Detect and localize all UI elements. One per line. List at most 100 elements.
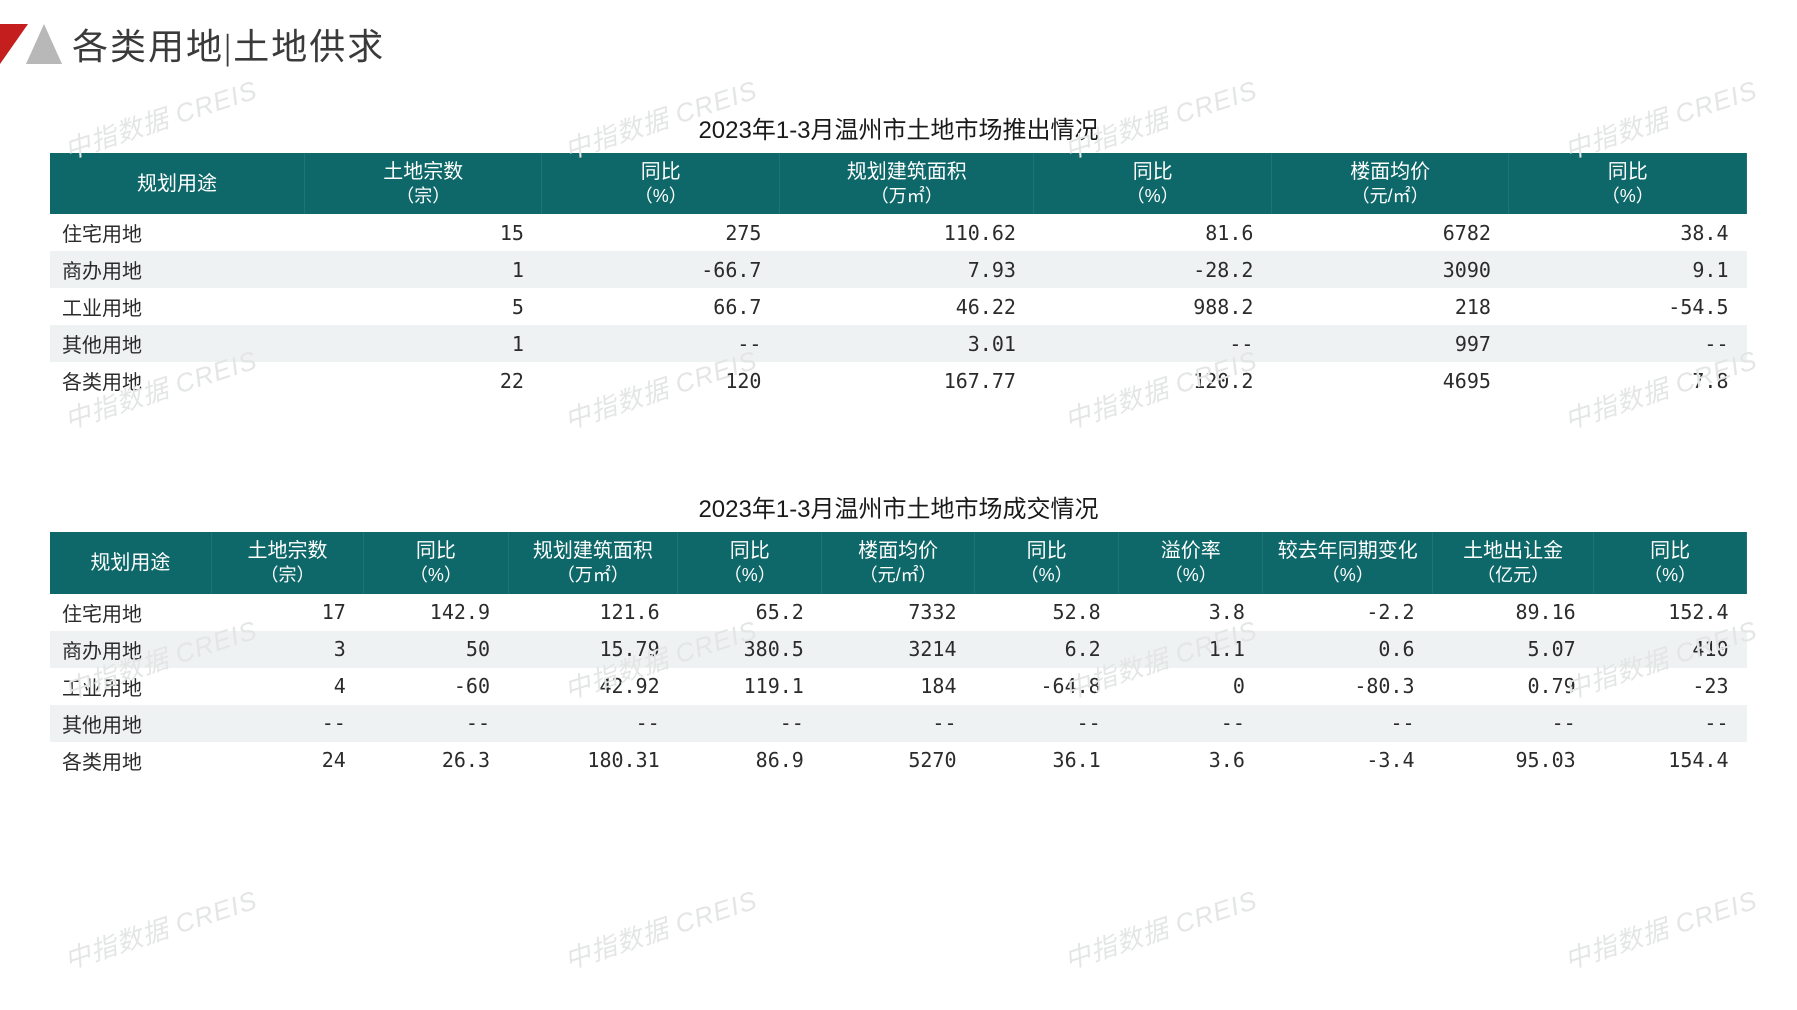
table-cell: -- xyxy=(1263,705,1433,742)
column-header: 规划用途 xyxy=(50,532,211,593)
table-cell: 81.6 xyxy=(1034,214,1272,251)
column-header-line2: （%） xyxy=(684,564,815,587)
column-header-line1: 同比 xyxy=(1027,540,1067,562)
table-cell: 5 xyxy=(304,288,542,325)
table-cell: -- xyxy=(508,705,678,742)
table-cell: -- xyxy=(822,705,975,742)
table-row: 工业用地4-6042.92119.1184-64.80-80.30.79-23 xyxy=(50,668,1747,705)
table-cell: 121.6 xyxy=(508,594,678,631)
column-header-line1: 土地宗数 xyxy=(247,540,327,562)
table-cell: 66.7 xyxy=(542,288,780,325)
table-cell: -64.8 xyxy=(975,668,1119,705)
table-cell: 0.79 xyxy=(1433,668,1594,705)
table-cell: 89.16 xyxy=(1433,594,1594,631)
table-cell: -- xyxy=(542,325,780,362)
supply-table: 规划用途土地宗数（宗）同比（%）规划建筑面积（万㎡）同比（%）楼面均价（元/㎡）… xyxy=(50,153,1747,399)
table-cell: 各类用地 xyxy=(50,362,304,399)
table-cell: 6.2 xyxy=(975,631,1119,668)
column-header: 楼面均价（元/㎡） xyxy=(1271,153,1509,214)
page-header: 各类用地|土地供求 xyxy=(0,0,1797,70)
table-cell: 152.4 xyxy=(1594,594,1747,631)
column-header-line1: 同比 xyxy=(1133,161,1173,183)
table-cell: 988.2 xyxy=(1034,288,1272,325)
column-header-line2: （%） xyxy=(548,185,773,208)
column-header: 同比（%） xyxy=(1034,153,1272,214)
table-cell: 住宅用地 xyxy=(50,594,211,631)
table-cell: -3.4 xyxy=(1263,742,1433,779)
table-row: 其他用地-------------------- xyxy=(50,705,1747,742)
column-header-line2: （%） xyxy=(1125,564,1256,587)
column-header-line1: 规划用途 xyxy=(90,552,170,574)
title-left: 各类用地 xyxy=(72,27,224,67)
table-cell: -80.3 xyxy=(1263,668,1433,705)
content-area: 2023年1-3月温州市土地市场推出情况 规划用途土地宗数（宗）同比（%）规划建… xyxy=(0,110,1797,779)
table-cell: -54.5 xyxy=(1509,288,1747,325)
table-cell: 24 xyxy=(211,742,364,779)
column-header-line2: （亿元） xyxy=(1439,564,1587,587)
table-cell: 0.6 xyxy=(1263,631,1433,668)
table-header-row: 规划用途土地宗数（宗）同比（%）规划建筑面积（万㎡）同比（%）楼面均价（元/㎡）… xyxy=(50,153,1747,214)
table-row: 工业用地566.746.22988.2218-54.5 xyxy=(50,288,1747,325)
table-cell: 9.1 xyxy=(1509,251,1747,288)
table-row: 商办用地35015.79380.532146.21.10.65.07410 xyxy=(50,631,1747,668)
table-cell: 15 xyxy=(304,214,542,251)
column-header: 规划用途 xyxy=(50,153,304,214)
column-header-line2: （宗） xyxy=(218,564,358,587)
title-right: 土地供求 xyxy=(233,27,385,67)
table-row: 其他用地1--3.01--997-- xyxy=(50,325,1747,362)
column-header-line1: 土地出让金 xyxy=(1463,540,1563,562)
table-cell: 15.79 xyxy=(508,631,678,668)
supply-table-caption: 2023年1-3月温州市土地市场推出情况 xyxy=(50,110,1747,145)
table-cell: 工业用地 xyxy=(50,288,304,325)
column-header-line1: 溢价率 xyxy=(1161,540,1221,562)
column-header-line2: （万㎡） xyxy=(786,185,1027,208)
transaction-table: 规划用途土地宗数（宗）同比（%）规划建筑面积（万㎡）同比（%）楼面均价（元/㎡）… xyxy=(50,532,1747,778)
table-cell: 42.92 xyxy=(508,668,678,705)
table-cell: 3.01 xyxy=(779,325,1033,362)
table-cell: 住宅用地 xyxy=(50,214,304,251)
column-header: 规划建筑面积（万㎡） xyxy=(779,153,1033,214)
table-cell: 142.9 xyxy=(364,594,508,631)
column-header: 同比（%） xyxy=(1594,532,1747,593)
table-cell: 380.5 xyxy=(678,631,822,668)
column-header: 同比（%） xyxy=(678,532,822,593)
table-cell: 50 xyxy=(364,631,508,668)
column-header-line1: 较去年同期变化 xyxy=(1278,540,1418,562)
table-cell: 4695 xyxy=(1271,362,1509,399)
column-header-line2: （%） xyxy=(1040,185,1265,208)
table-cell: -- xyxy=(1594,705,1747,742)
table-cell: -28.2 xyxy=(1034,251,1272,288)
column-header: 溢价率（%） xyxy=(1119,532,1263,593)
table-row: 商办用地1-66.77.93-28.230909.1 xyxy=(50,251,1747,288)
table-cell: -60 xyxy=(364,668,508,705)
supply-table-block: 2023年1-3月温州市土地市场推出情况 规划用途土地宗数（宗）同比（%）规划建… xyxy=(50,110,1747,399)
column-header: 土地出让金（亿元） xyxy=(1433,532,1594,593)
table-cell: 275 xyxy=(542,214,780,251)
table-cell: 86.9 xyxy=(678,742,822,779)
table-cell: 95.03 xyxy=(1433,742,1594,779)
table-cell: 180.31 xyxy=(508,742,678,779)
table-cell: 218 xyxy=(1271,288,1509,325)
column-header: 楼面均价（元/㎡） xyxy=(822,532,975,593)
column-header: 较去年同期变化（%） xyxy=(1263,532,1433,593)
transaction-table-caption: 2023年1-3月温州市土地市场成交情况 xyxy=(50,489,1747,524)
table-cell: -- xyxy=(211,705,364,742)
column-header: 同比（%） xyxy=(1509,153,1747,214)
column-header-line2: （元/㎡） xyxy=(828,564,968,587)
table-cell: 36.1 xyxy=(975,742,1119,779)
table-cell: 7332 xyxy=(822,594,975,631)
table-cell: -- xyxy=(678,705,822,742)
table-cell: 1.1 xyxy=(1119,631,1263,668)
column-header: 同比（%） xyxy=(364,532,508,593)
table-cell: 其他用地 xyxy=(50,325,304,362)
column-header: 同比（%） xyxy=(542,153,780,214)
column-header: 同比（%） xyxy=(975,532,1119,593)
table-cell: 5270 xyxy=(822,742,975,779)
table-cell: 46.22 xyxy=(779,288,1033,325)
table-cell: 7.8 xyxy=(1509,362,1747,399)
table-cell: 7.93 xyxy=(779,251,1033,288)
column-header-line1: 土地宗数 xyxy=(383,161,463,183)
table-cell: 52.8 xyxy=(975,594,1119,631)
table-cell: 5.07 xyxy=(1433,631,1594,668)
table-cell: 38.4 xyxy=(1509,214,1747,251)
